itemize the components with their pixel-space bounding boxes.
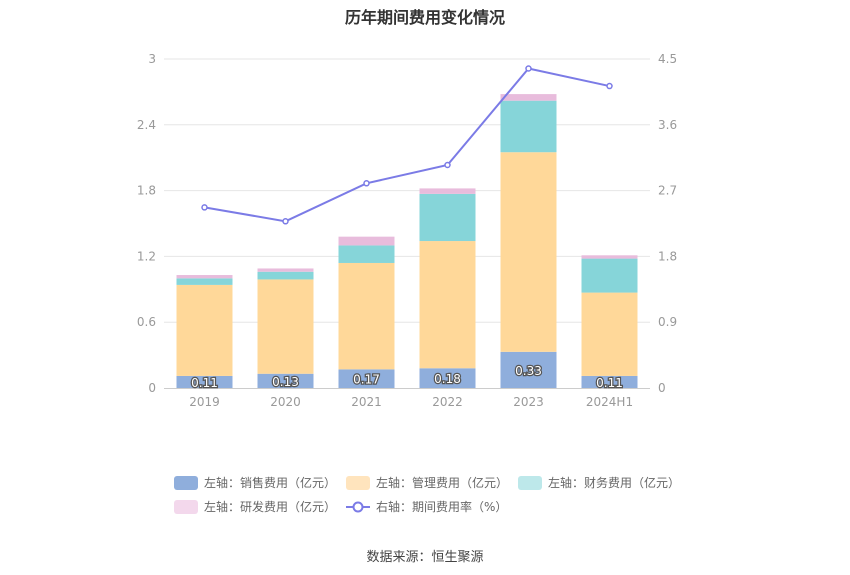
x-tick-label: 2021 <box>351 395 382 409</box>
bar-mgmt <box>176 284 233 376</box>
y-right-tick-label: 0 <box>658 381 666 395</box>
legend-item-sales[interactable]: 左轴：销售费用（亿元） <box>174 474 336 491</box>
x-tick-label: 2023 <box>513 395 544 409</box>
legend-swatch-mgmt <box>346 475 370 490</box>
y-left-tick-label: 3 <box>148 52 156 66</box>
bar-mgmt <box>419 241 476 369</box>
y-right-tick-label: 3.6 <box>658 118 677 132</box>
legend-line-icon <box>346 501 370 512</box>
legend-item-fin[interactable]: 左轴：财务费用（亿元） <box>518 474 680 491</box>
chart-title: 历年期间费用变化情况 <box>344 8 505 27</box>
bar-sales <box>419 368 476 388</box>
bar-fin <box>419 193 476 242</box>
y-left-tick-label: 0 <box>148 381 156 395</box>
y-right-tick-label: 4.5 <box>658 52 677 66</box>
line-point-rate <box>444 161 451 169</box>
data-label-sales: 0.13 <box>272 375 299 389</box>
legend-swatch-fin <box>518 475 542 490</box>
y-left-tick-label: 0.6 <box>137 315 156 329</box>
legend-swatch-rd <box>174 499 198 514</box>
bar-rd <box>500 94 557 101</box>
line-point-rate <box>201 204 208 211</box>
bar-fin <box>500 100 557 153</box>
bar-sales <box>500 351 557 388</box>
data-label-sales: 0.18 <box>434 372 461 386</box>
legend-item-rd[interactable]: 左轴：研发费用（亿元） <box>174 498 336 515</box>
data-label-sales: 0.11 <box>596 376 623 390</box>
y-left-tick-label: 1.8 <box>137 184 156 198</box>
legend-label-sales: 左轴：销售费用（亿元） <box>204 476 337 490</box>
line-point-rate <box>363 180 370 187</box>
y-right-tick-label: 0.9 <box>658 315 677 329</box>
bar-mgmt <box>257 279 314 374</box>
y-left-tick-label: 1.2 <box>137 249 156 263</box>
y-right-tick-label: 1.8 <box>658 249 677 263</box>
line-point-rate <box>525 65 532 72</box>
bar-fin <box>257 271 314 280</box>
bar-fin <box>581 258 638 293</box>
data-label-sales: 0.33 <box>515 364 542 378</box>
bar-sales <box>257 373 314 388</box>
bar-sales <box>338 369 395 388</box>
bar-rd <box>581 255 638 259</box>
line-point-rate <box>606 82 613 90</box>
legend-label-fin: 左轴：财务费用（亿元） <box>548 476 681 490</box>
legend-label-mgmt: 左轴：管理费用（亿元） <box>376 476 509 490</box>
data-source-note: 数据来源：恒生聚源 <box>366 550 484 565</box>
line-point-rate <box>282 218 289 225</box>
bar-fin <box>338 245 395 263</box>
bar-mgmt <box>500 152 557 352</box>
x-tick-label: 2020 <box>270 395 301 409</box>
legend-label-rd: 左轴：研发费用（亿元） <box>204 500 337 514</box>
data-label-sales: 0.11 <box>191 376 218 390</box>
bar-rd <box>257 268 314 272</box>
line-series-rate <box>204 67 610 223</box>
x-tick-label: 2022 <box>432 395 463 409</box>
bar-mgmt <box>338 262 395 370</box>
bar-fin <box>176 278 233 285</box>
bar-rd <box>176 275 233 279</box>
x-tick-label: 2024H1 <box>586 395 633 409</box>
bar-sales <box>581 375 638 388</box>
bar-rd <box>419 188 476 194</box>
y-right-tick-label: 2.7 <box>658 184 677 198</box>
legend-item-mgmt[interactable]: 左轴：管理费用（亿元） <box>346 474 508 491</box>
legend-item-rate[interactable]: 右轴：期间费用率（%） <box>346 498 507 515</box>
bar-rd <box>338 236 395 246</box>
legend-swatch-sales <box>174 475 198 490</box>
data-label-sales: 0.17 <box>353 373 380 387</box>
legend-label-rate: 右轴：期间费用率（%） <box>376 500 508 514</box>
bar-mgmt <box>581 292 638 376</box>
bar-sales <box>176 375 233 388</box>
y-left-tick-label: 2.4 <box>137 118 156 132</box>
x-tick-label: 2019 <box>189 395 220 409</box>
